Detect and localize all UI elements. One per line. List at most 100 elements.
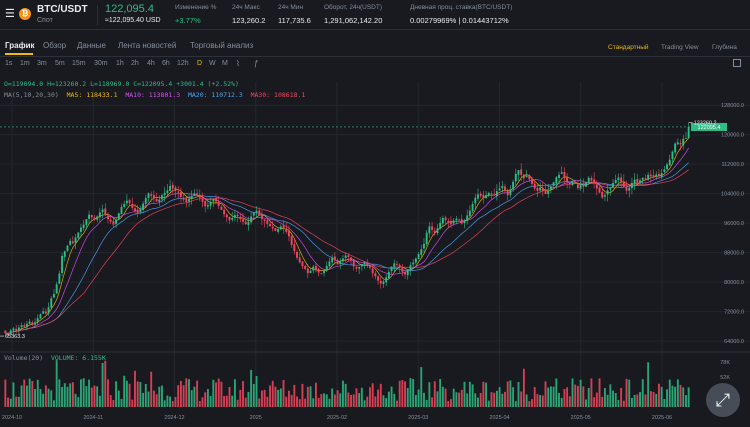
interval-6h[interactable]: 6h: [162, 60, 170, 67]
stat-turnover: Оборот, 24ч(USDT) 1,291,062,142.20: [324, 4, 382, 25]
tab-analysis[interactable]: Торговый анализ: [190, 41, 254, 50]
volume-bar: [112, 399, 115, 407]
interval-1h[interactable]: 1h: [116, 60, 124, 67]
ma-line-ma30: [5, 169, 689, 335]
candle-body: [274, 228, 277, 231]
candle-body: [169, 185, 172, 191]
tab-overview[interactable]: Обзор: [43, 41, 67, 50]
volume-bar: [182, 385, 185, 407]
tab-chart[interactable]: График: [5, 41, 35, 50]
interval-1w[interactable]: W: [209, 60, 216, 67]
pair-name[interactable]: BTC/USDT: [37, 4, 88, 15]
volume-bar: [360, 387, 363, 407]
volume-bar: [498, 387, 501, 407]
candle-body: [63, 251, 66, 257]
ticker-bar: ☰ ₿ BTC/USDT Спот 122,095.4 ≈122,095.40 …: [0, 0, 750, 30]
volume-bar: [279, 388, 282, 407]
volume-bar: [134, 370, 136, 407]
candle-body: [620, 177, 623, 182]
zoom-icon[interactable]: ⤢: [706, 383, 740, 417]
candle-body: [269, 223, 271, 227]
volume-bar: [44, 385, 47, 407]
volume-bar: [682, 387, 685, 407]
volume-bar: [298, 399, 301, 407]
volume-bar: [576, 385, 579, 407]
current-price-tag: [691, 122, 727, 131]
view-standard[interactable]: Стандартный: [608, 44, 649, 51]
interval-4h[interactable]: 4h: [147, 60, 155, 67]
x-axis-tick: 2025: [250, 415, 262, 421]
interval-1d[interactable]: D: [197, 60, 203, 67]
volume-bar: [117, 390, 120, 407]
tab-data[interactable]: Данные: [77, 41, 106, 50]
menu-icon[interactable]: ☰: [5, 8, 15, 20]
interval-15m[interactable]: 15m: [72, 60, 86, 67]
indicators-icon[interactable]: ƒ: [254, 59, 259, 68]
volume-bar: [263, 389, 266, 407]
interval-1s[interactable]: 1s: [5, 60, 13, 67]
legend-high: H=123260.2: [47, 80, 87, 88]
interval-3m[interactable]: 3m: [37, 60, 47, 67]
volume-bar: [506, 381, 509, 407]
interval-30m[interactable]: 30m: [94, 60, 108, 67]
candle-body: [26, 323, 28, 327]
candle-body: [196, 193, 199, 195]
x-axis-tick: 2024-11: [83, 415, 103, 421]
candle-body: [463, 220, 466, 224]
view-depth[interactable]: Глубина: [712, 44, 737, 51]
candle-body: [20, 325, 23, 328]
interval-12h[interactable]: 12h: [177, 60, 189, 67]
volume-bar: [82, 378, 85, 407]
interval-1M[interactable]: M: [222, 60, 228, 67]
volume-bar: [401, 380, 404, 407]
volume-bar: [150, 371, 153, 407]
volume-bar: [566, 387, 569, 407]
candle-body: [204, 201, 207, 207]
volume-bar: [252, 383, 255, 407]
volume-bar: [104, 360, 107, 407]
volume-bar: [269, 385, 271, 407]
volume-bar: [522, 368, 525, 407]
y-axis-tick: 96000.0: [724, 221, 744, 227]
volume-bar: [466, 393, 469, 407]
volume-bar: [369, 387, 371, 407]
candle-body: [39, 314, 42, 319]
candle-body: [47, 307, 50, 314]
volume-bar: [179, 380, 182, 407]
volume-bar: [558, 392, 560, 407]
candle-body: [533, 183, 536, 189]
line-style-icon[interactable]: ⌇: [236, 59, 240, 68]
interval-5m[interactable]: 5m: [55, 60, 65, 67]
legend-ma20: MA20: 110712.3: [187, 91, 243, 99]
candle-body: [23, 325, 26, 327]
candle-body: [501, 185, 504, 189]
volume-bar: [490, 392, 493, 407]
volume-bar: [539, 394, 542, 407]
candle-body: [314, 265, 317, 270]
volume-bar: [293, 384, 296, 407]
volume-bar: [452, 388, 455, 407]
candle-body: [385, 277, 388, 283]
interval-2h[interactable]: 2h: [131, 60, 139, 67]
stat-label: Дневная проц. ставка(BTC/USDT): [410, 4, 513, 11]
volume-bar: [190, 390, 193, 407]
volume-bar: [344, 383, 347, 407]
volume-bar: [28, 378, 31, 407]
volume-bar: [314, 382, 317, 407]
candle-body: [250, 216, 253, 223]
volume-bar: [347, 392, 350, 407]
tab-news[interactable]: Лента новостей: [118, 41, 177, 50]
candle-body: [674, 143, 677, 153]
candle-body: [231, 217, 234, 220]
candle-body: [630, 182, 633, 188]
view-tradingview[interactable]: Trading View: [661, 44, 699, 51]
volume-bar: [414, 394, 417, 407]
fullscreen-icon[interactable]: [733, 59, 741, 67]
price-chart[interactable]: 128000.0 120000.0 112000.0 104000.0 96000.0 8…: [0, 72, 750, 427]
legend-open: O=119094.0: [4, 80, 44, 88]
interval-1m[interactable]: 1m: [20, 60, 30, 67]
volume-bar: [666, 389, 668, 407]
candle-body: [560, 172, 563, 174]
candle-body: [166, 190, 169, 193]
volume-bar: [541, 395, 544, 407]
